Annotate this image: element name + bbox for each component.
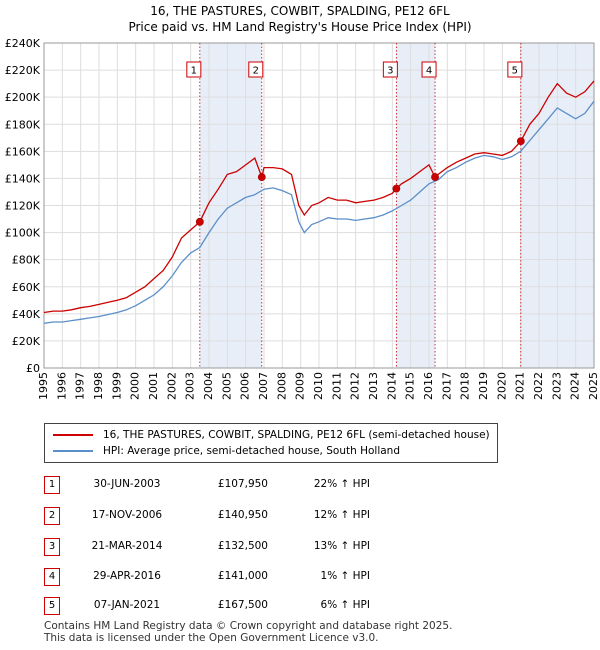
sale-point — [195, 217, 204, 226]
x-tick-label: 2024 — [569, 372, 582, 400]
sale-number-box — [248, 61, 264, 78]
y-tick-label: £240K — [5, 37, 41, 50]
sale-number-label: 1 — [191, 66, 197, 77]
x-tick-label: 2010 — [312, 372, 325, 400]
y-tick-label: £160K — [5, 145, 41, 158]
legend: 16, THE PASTURES, COWBIT, SPALDING, PE12… — [44, 423, 498, 463]
legend-swatch-property — [53, 434, 93, 436]
sale-hpi-change: 1% ↑ HPI — [320, 570, 370, 582]
x-tick-label: 2021 — [514, 372, 527, 400]
x-tick-label: 2004 — [202, 372, 215, 400]
x-tick-label: 1995 — [37, 372, 50, 400]
sale-row: 4 29-APR-2016 £141,000 1% ↑ HPI — [0, 568, 600, 588]
sale-hpi-change: 6% ↑ HPI — [320, 599, 370, 611]
x-tick-label: 2000 — [129, 372, 142, 400]
y-tick-label: £120K — [5, 200, 41, 213]
sale-number-box — [507, 61, 523, 78]
sale-hpi-change: 22% ↑ HPI — [313, 478, 370, 490]
sale-row: 5 07-JAN-2021 £167,500 6% ↑ HPI — [0, 597, 600, 617]
x-tick-label: 2018 — [459, 372, 472, 400]
property-price-line — [43, 80, 595, 314]
x-tick-label: 2005 — [220, 372, 233, 400]
x-tick-label: 2013 — [367, 372, 380, 400]
legend-label-hpi: HPI: Average price, semi-detached house,… — [103, 445, 400, 457]
sale-price: £132,500 — [217, 540, 268, 552]
sale-price: £140,950 — [217, 509, 268, 521]
x-tick-label: 2025 — [587, 372, 600, 400]
footer-attribution: Contains HM Land Registry data © Crown c… — [44, 620, 452, 644]
x-tick-label: 1999 — [110, 372, 123, 400]
sale-point — [516, 137, 525, 146]
sale-number-box — [421, 61, 437, 78]
footer-line-copyright: Contains HM Land Registry data © Crown c… — [44, 620, 453, 632]
y-tick-label: £20K — [12, 335, 41, 348]
y-tick-label: £220K — [5, 64, 41, 77]
sale-point — [257, 173, 266, 182]
sale-hpi-change: 13% ↑ HPI — [313, 540, 370, 552]
x-tick-label: 2015 — [404, 372, 417, 400]
sale-date: 21-MAR-2014 — [91, 540, 163, 552]
x-tick-label: 2016 — [422, 372, 435, 400]
sale-row: 3 21-MAR-2014 £132,500 13% ↑ HPI — [0, 538, 600, 558]
sale-marker-badge: 4 — [44, 568, 60, 586]
sale-row: 1 30-JUN-2003 £107,950 22% ↑ HPI — [0, 476, 600, 496]
x-tick-label: 2020 — [495, 372, 508, 400]
x-tick-label: 2012 — [349, 372, 362, 400]
sale-number-label: 5 — [512, 66, 518, 77]
x-tick-label: 2002 — [165, 372, 178, 400]
sale-marker-badge: 5 — [44, 597, 60, 615]
y-tick-label: £180K — [5, 118, 41, 131]
sale-marker-badge: 2 — [44, 507, 60, 525]
sale-row: 2 17-NOV-2006 £140,950 12% ↑ HPI — [0, 507, 600, 527]
chart-title: 16, THE PASTURES, COWBIT, SPALDING, PE12… — [150, 4, 450, 18]
x-tick-label: 2014 — [385, 372, 398, 400]
sale-number-label: 4 — [426, 66, 432, 77]
sale-hpi-change: 12% ↑ HPI — [313, 509, 370, 521]
hpi-line — [43, 100, 595, 324]
x-tick-label: 2008 — [275, 372, 288, 400]
sale-price: £141,000 — [217, 570, 268, 582]
chart-subtitle: Price paid vs. HM Land Registry's House … — [128, 20, 472, 34]
y-tick-label: £200K — [5, 91, 41, 104]
y-tick-label: £140K — [5, 172, 41, 185]
x-tick-label: 1998 — [92, 372, 105, 400]
x-tick-label: 2011 — [330, 372, 343, 400]
plot-area-border — [43, 42, 595, 369]
x-tick-label: 2007 — [257, 372, 270, 400]
x-tick-label: 2001 — [147, 372, 160, 400]
y-tick-label: £100K — [5, 227, 41, 240]
y-tick-label: £80K — [12, 254, 41, 267]
x-tick-label: 2003 — [184, 372, 197, 400]
legend-swatch-hpi — [53, 450, 93, 452]
sale-number-label: 3 — [387, 66, 393, 77]
sale-date: 30-JUN-2003 — [93, 478, 161, 490]
sale-marker-badge: 3 — [44, 538, 60, 556]
legend-label-property: 16, THE PASTURES, COWBIT, SPALDING, PE12… — [103, 429, 490, 441]
sale-price: £107,950 — [217, 478, 268, 490]
y-tick-label: £40K — [12, 308, 41, 321]
price-chart: £0 £20K £40K £60K £80K £100K £120K £140K £160K £1… — [5, 37, 600, 400]
sale-date: 17-NOV-2006 — [91, 509, 163, 521]
sale-price: £167,500 — [217, 599, 268, 611]
footer-line-licence: This data is licensed under the Open Gov… — [44, 632, 379, 644]
sale-point — [392, 184, 401, 193]
x-tick-label: 2019 — [477, 372, 490, 400]
x-tick-label: 1996 — [55, 372, 68, 400]
y-tick-label: £60K — [12, 281, 41, 294]
sale-number-label: 2 — [253, 66, 259, 77]
x-tick-label: 2006 — [239, 372, 252, 400]
y-tick-label: £0 — [26, 362, 40, 375]
x-tick-label: 1997 — [74, 372, 87, 400]
x-tick-label: 2022 — [532, 372, 545, 400]
sale-point — [431, 173, 439, 181]
sale-number-box — [382, 61, 398, 78]
sale-marker-badge: 1 — [44, 476, 60, 494]
sale-date: 07-JAN-2021 — [93, 599, 161, 611]
x-tick-label: 2023 — [550, 372, 563, 400]
sale-number-box — [186, 61, 202, 78]
sale-date: 29-APR-2016 — [93, 570, 161, 582]
x-tick-label: 2009 — [294, 372, 307, 400]
x-tick-label: 2017 — [440, 372, 453, 400]
